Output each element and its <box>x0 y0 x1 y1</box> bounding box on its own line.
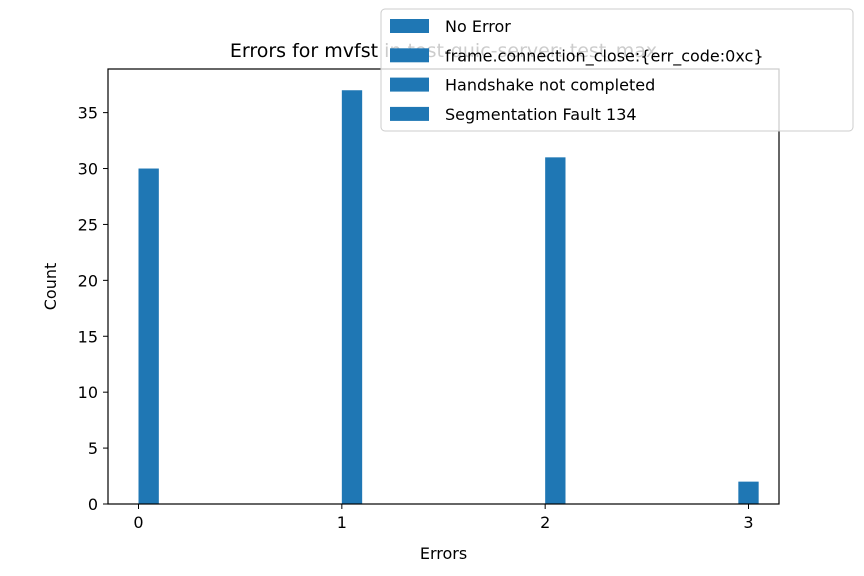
y-tick-label: 25 <box>78 215 98 234</box>
y-tick-label: 30 <box>78 160 98 179</box>
y-tick-label: 15 <box>78 327 98 346</box>
y-tick-label: 20 <box>78 271 98 290</box>
x-tick-label: 2 <box>540 513 550 532</box>
bar-series-3 <box>738 481 759 504</box>
legend-box <box>380 8 854 132</box>
y-tick-label: 35 <box>78 104 98 123</box>
legend-swatch <box>390 77 429 92</box>
legend-label: Segmentation Fault 134 <box>445 105 637 124</box>
legend: No Error frame.connection_close:{err_code… <box>380 8 854 132</box>
y-tick-label: 5 <box>88 439 98 458</box>
bar-series-0 <box>138 168 159 504</box>
bars-group <box>138 90 759 504</box>
x-tick-label: 3 <box>743 513 753 532</box>
bar-series-2 <box>545 157 566 504</box>
y-ticks-group: 0 5 10 15 20 25 30 35 <box>78 104 108 514</box>
y-tick-label: 0 <box>88 495 98 514</box>
y-axis-label: Count <box>41 263 60 311</box>
legend-swatch <box>390 48 429 63</box>
y-tick-label: 10 <box>78 383 98 402</box>
legend-label: Handshake not completed <box>445 76 655 95</box>
x-ticks-group: 0 1 2 3 <box>133 504 754 532</box>
bar-series-1 <box>341 90 363 504</box>
x-tick-label: 1 <box>337 513 347 532</box>
legend-swatch <box>390 106 429 121</box>
legend-swatch <box>390 19 429 33</box>
x-tick-label: 0 <box>133 513 143 532</box>
legend-label: frame.connection_close:{err_code:0xc} <box>445 46 764 66</box>
legend-label: No Error <box>445 17 511 36</box>
x-axis-label: Errors <box>420 544 467 563</box>
